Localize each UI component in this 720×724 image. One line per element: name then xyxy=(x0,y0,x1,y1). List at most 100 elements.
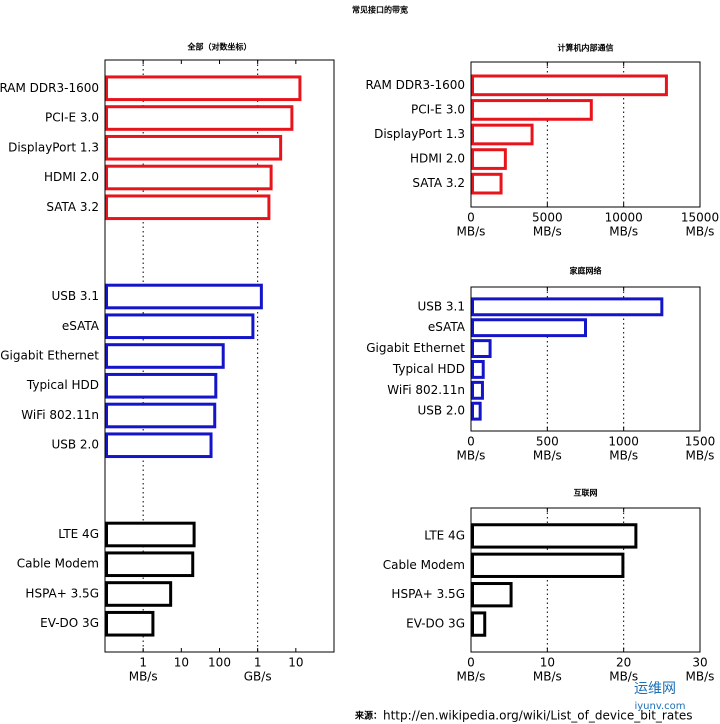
category-label: Gigabit Ethernet xyxy=(0,349,99,363)
x-tick-label: 100 xyxy=(208,656,231,670)
x-tick-label: 5000 xyxy=(532,211,563,225)
bar xyxy=(105,75,302,102)
bar xyxy=(471,99,593,121)
bar xyxy=(105,521,196,548)
bar xyxy=(471,74,668,97)
x-tick-unit: MB/s xyxy=(609,225,638,239)
category-label: HSPA+ 3.5G xyxy=(25,586,99,600)
x-tick-label: 500 xyxy=(536,435,559,449)
category-label: HSPA+ 3.5G xyxy=(391,587,465,601)
plot-frame xyxy=(470,286,701,432)
x-tick-label: 15000 xyxy=(681,211,719,225)
bar xyxy=(105,551,195,578)
watermark: 运维网 xyxy=(634,681,676,697)
x-tick-unit: MB/s xyxy=(457,449,486,463)
source-label: 来源： xyxy=(354,710,382,722)
category-label: HDMI 2.0 xyxy=(410,152,465,166)
bar xyxy=(471,318,587,338)
bar xyxy=(105,402,217,429)
category-label: eSATA xyxy=(428,320,466,334)
category-label: DisplayPort 1.3 xyxy=(8,140,99,154)
bar xyxy=(105,164,273,191)
x-tick-unit: GB/s xyxy=(244,670,272,684)
x-tick-unit: MB/s xyxy=(686,449,715,463)
bar xyxy=(471,172,503,195)
x-tick-label: 0 xyxy=(467,656,475,670)
category-label: Cable Modem xyxy=(383,558,465,572)
bar xyxy=(105,105,294,131)
bar xyxy=(471,552,625,578)
source-url: http://en.wikipedia.org/wiki/List_of_dev… xyxy=(383,709,693,723)
x-tick-unit: MB/s xyxy=(533,670,562,684)
bar xyxy=(471,123,534,146)
category-label: DisplayPort 1.3 xyxy=(374,127,465,141)
x-tick-label: 10000 xyxy=(605,211,643,225)
category-label: Typical HDD xyxy=(26,378,99,392)
bar xyxy=(105,432,213,459)
x-tick-label: 1500 xyxy=(685,435,716,449)
chart-title: 计算机内部通信 xyxy=(558,43,614,53)
x-tick-unit: MB/s xyxy=(686,670,715,684)
x-tick-unit: MB/s xyxy=(457,670,486,684)
category-label: USB 2.0 xyxy=(417,404,465,418)
chart-title: 家庭网络 xyxy=(570,266,602,276)
category-label: WiFi 802.11n xyxy=(387,383,465,397)
category-label: HDMI 2.0 xyxy=(44,170,99,184)
bar xyxy=(105,194,271,221)
bar xyxy=(471,523,638,549)
category-label: EV-DO 3G xyxy=(40,616,99,630)
chart-title: 全部（对数坐标） xyxy=(187,42,252,52)
bar xyxy=(471,401,482,421)
category-label: USB 3.1 xyxy=(51,289,99,303)
x-tick-unit: MB/s xyxy=(533,225,562,239)
category-label: RAM DDR3-1600 xyxy=(365,78,465,92)
category-label: USB 2.0 xyxy=(51,438,99,452)
category-label: LTE 4G xyxy=(424,528,465,542)
category-label: Gigabit Ethernet xyxy=(366,341,465,355)
bar xyxy=(471,582,513,608)
category-label: Typical HDD xyxy=(392,362,465,376)
x-tick-unit: MB/s xyxy=(609,449,638,463)
bar xyxy=(471,297,664,317)
bar xyxy=(105,372,218,399)
x-tick-label: 0 xyxy=(467,211,475,225)
bar xyxy=(105,610,155,637)
category-label: PCI-E 3.0 xyxy=(411,102,465,116)
category-label: SATA 3.2 xyxy=(412,176,465,190)
plot-frame xyxy=(470,507,701,653)
x-tick-label: 1 xyxy=(139,656,147,670)
bar xyxy=(471,611,487,637)
category-label: PCI-E 3.0 xyxy=(45,111,99,125)
x-tick-unit: MB/s xyxy=(533,449,562,463)
plot-frame xyxy=(470,61,701,208)
x-tick-label: 1000 xyxy=(608,435,639,449)
x-tick-unit: MB/s xyxy=(609,670,638,684)
category-label: EV-DO 3G xyxy=(406,617,465,631)
category-label: WiFi 802.11n xyxy=(21,408,99,422)
bar xyxy=(105,343,225,369)
chart-title: 互联网 xyxy=(574,488,598,498)
watermark: iyunv.com xyxy=(634,701,685,712)
category-label: Cable Modem xyxy=(17,557,99,571)
x-tick-label: 1 xyxy=(254,656,262,670)
x-tick-label: 10 xyxy=(174,656,189,670)
bar xyxy=(471,380,484,400)
bar xyxy=(471,339,492,358)
x-tick-label: 10 xyxy=(288,656,303,670)
figure-title: 常见接口的带宽 xyxy=(352,5,408,15)
bar xyxy=(471,148,507,170)
category-label: eSATA xyxy=(62,319,100,333)
bar xyxy=(105,283,263,310)
bar xyxy=(105,313,255,340)
x-tick-unit: MB/s xyxy=(686,225,715,239)
bar xyxy=(105,134,283,161)
category-label: USB 3.1 xyxy=(417,299,465,313)
category-label: RAM DDR3-1600 xyxy=(0,81,99,95)
x-tick-unit: MB/s xyxy=(129,670,158,684)
bar xyxy=(471,360,485,379)
category-label: SATA 3.2 xyxy=(46,200,99,214)
bar xyxy=(105,581,173,607)
x-tick-label: 30 xyxy=(692,656,707,670)
